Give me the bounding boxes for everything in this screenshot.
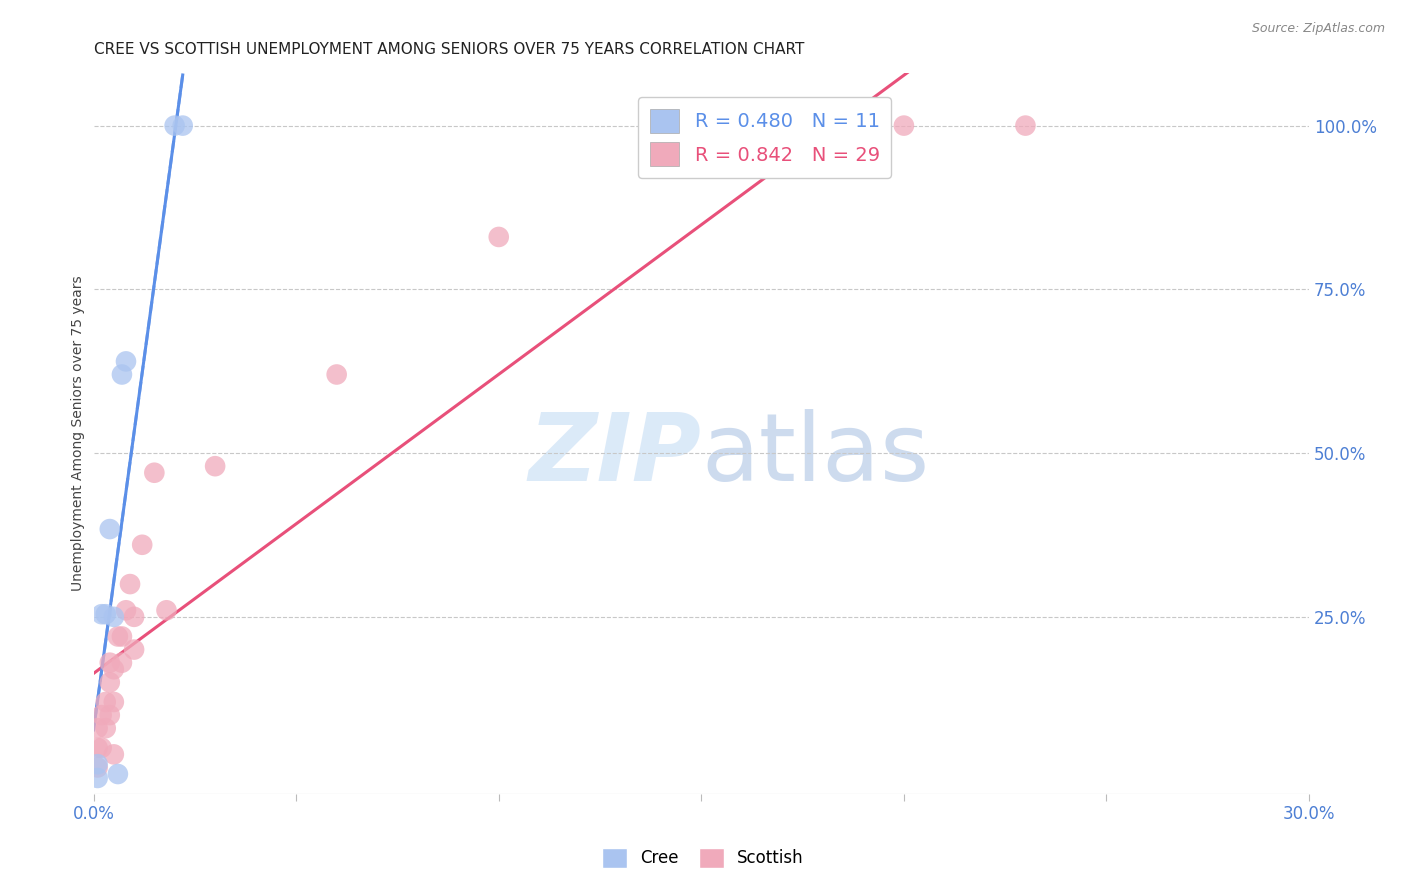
Point (86, 771, 108, 785)
Point (122, 610, 145, 624)
Point (155, 603, 177, 617)
Point (893, 119, 915, 133)
Point (94, 607, 117, 622)
Point (131, 538, 153, 552)
Point (103, 747, 125, 762)
Y-axis label: Unemployment Among Seniors over 75 years: Unemployment Among Seniors over 75 years (72, 276, 86, 591)
Point (98, 656, 121, 670)
Point (107, 630, 129, 644)
Point (122, 642, 145, 657)
Point (325, 368, 347, 382)
Point (98, 522, 121, 536)
Legend: Cree, Scottish: Cree, Scottish (595, 841, 811, 875)
Legend: R = 0.480   N = 11, R = 0.842   N = 29: R = 0.480 N = 11, R = 0.842 N = 29 (638, 97, 891, 178)
Point (94, 721, 117, 735)
Point (115, 354, 138, 368)
Point (118, 577, 141, 591)
Point (86, 760, 108, 774)
Text: ZIP: ZIP (529, 409, 702, 501)
Point (103, 695, 125, 709)
Point (86, 757, 108, 772)
Point (103, 662, 125, 676)
Point (172, 119, 194, 133)
Point (163, 119, 186, 133)
Point (94, 695, 117, 709)
Text: atlas: atlas (702, 409, 929, 501)
Text: CREE VS SCOTTISH UNEMPLOYMENT AMONG SENIORS OVER 75 YEARS CORRELATION CHART: CREE VS SCOTTISH UNEMPLOYMENT AMONG SENI… (94, 42, 804, 57)
Point (115, 603, 138, 617)
Point (86, 721, 108, 735)
Point (690, 119, 713, 133)
Point (107, 767, 129, 781)
Point (86, 740, 108, 755)
Point (143, 466, 166, 480)
Point (90, 708, 112, 723)
Point (111, 630, 134, 644)
Point (90, 740, 112, 755)
Point (111, 368, 134, 382)
Point (98, 675, 121, 690)
Point (90, 607, 112, 622)
Point (204, 459, 226, 474)
Point (103, 610, 125, 624)
Text: Source: ZipAtlas.com: Source: ZipAtlas.com (1251, 22, 1385, 36)
Point (98, 708, 121, 723)
Point (1014, 119, 1036, 133)
Point (488, 230, 510, 244)
Point (111, 656, 134, 670)
